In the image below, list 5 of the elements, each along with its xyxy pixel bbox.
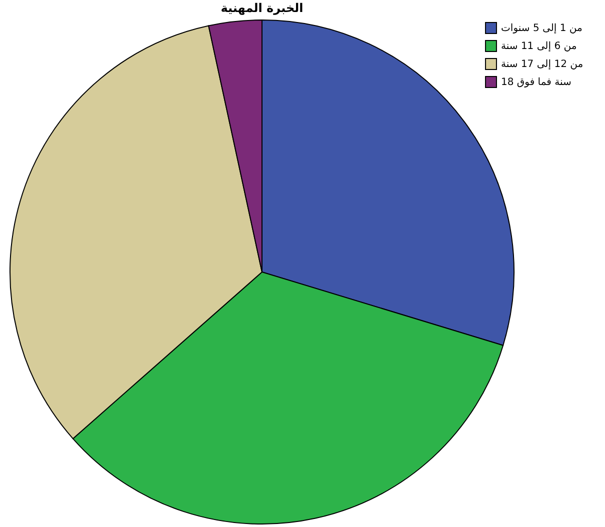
chart-title: الخبرة المهنية	[220, 1, 304, 15]
legend-label: من 6 إلى 11 سنة	[501, 41, 577, 52]
legend-label: 18 سنة فما فوق	[501, 77, 572, 88]
legend-label: من 1 إلى 5 سنوات	[501, 23, 582, 34]
legend-label: من 12 إلى 17 سنة	[501, 59, 584, 70]
